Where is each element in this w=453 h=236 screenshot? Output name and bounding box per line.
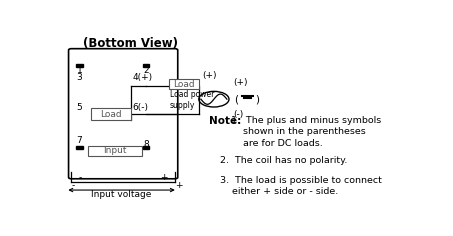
Text: 2: 2 — [144, 67, 149, 76]
Text: Load: Load — [101, 110, 122, 119]
Text: 3: 3 — [76, 73, 82, 82]
Text: 1.  The plus and minus symbols
    shown in the parentheses
    are for DC loads: 1. The plus and minus symbols shown in t… — [231, 116, 381, 148]
Bar — [76, 146, 82, 149]
Text: Load: Load — [173, 80, 195, 89]
Text: 2.  The coil has no polarity.: 2. The coil has no polarity. — [220, 156, 347, 164]
Text: 1: 1 — [77, 67, 82, 76]
Bar — [87, 146, 142, 156]
Text: Load power
supply: Load power supply — [170, 90, 214, 110]
Text: +: + — [175, 181, 183, 190]
Text: (+): (+) — [202, 71, 217, 80]
Text: 6(-): 6(-) — [132, 103, 149, 112]
FancyBboxPatch shape — [68, 49, 178, 179]
Bar — [169, 79, 199, 89]
Bar — [143, 64, 149, 67]
Text: (-): (-) — [233, 110, 243, 119]
Text: 3.  The load is possible to connect
    either + side or - side.: 3. The load is possible to connect eithe… — [220, 176, 382, 196]
Text: Input voltage: Input voltage — [92, 190, 152, 198]
Bar — [143, 146, 149, 149]
Text: (: ( — [234, 94, 238, 104]
Text: -: - — [79, 173, 82, 182]
Text: ): ) — [255, 94, 259, 104]
Text: 5: 5 — [76, 103, 82, 112]
Text: (+): (+) — [233, 78, 247, 87]
Text: -: - — [72, 181, 75, 190]
Text: 8: 8 — [144, 140, 149, 149]
Text: Input: Input — [103, 147, 126, 156]
Text: +: + — [160, 173, 168, 182]
Text: (Bottom View): (Bottom View) — [83, 37, 178, 51]
Text: 4(+): 4(+) — [132, 73, 153, 82]
Bar — [76, 64, 82, 67]
Bar — [91, 108, 131, 120]
Text: 7: 7 — [76, 135, 82, 145]
Text: Note:: Note: — [209, 116, 241, 126]
